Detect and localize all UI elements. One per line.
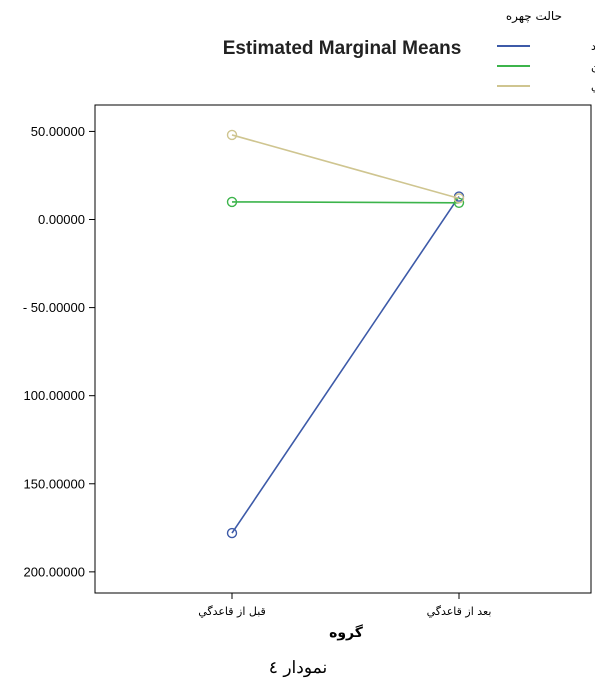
data-point (226, 129, 238, 141)
data-point (226, 196, 238, 208)
y-tick-label: 0.00000 (38, 212, 85, 227)
legend-label: خشمگين (591, 60, 595, 73)
series-line (231, 201, 460, 204)
legend-label: شيلي (591, 80, 595, 93)
x-tick-label: قبل از قاعدگي (198, 605, 266, 618)
y-tick-label: 150.00000 (24, 476, 85, 491)
x-axis-title: گروه (329, 624, 364, 641)
x-tick-label: بعد از قاعدگي (427, 605, 492, 618)
y-axis: 50.00000 0.00000 - 50.00000 100.00000 150.00… (23, 124, 95, 579)
figure-caption: نمودار ٤ (269, 658, 327, 678)
x-axis: قبل از قاعدگي بعد از قاعدگي (198, 593, 491, 618)
y-tick-label: 100.00000 (24, 388, 85, 403)
legend-items: شاد خشمگين شيلي (497, 40, 595, 93)
series-line (231, 196, 460, 534)
plot-frame (94, 104, 592, 594)
chart-title: Estimated Marginal Means (223, 38, 462, 59)
series-line (231, 134, 460, 200)
legend-title: حالت چهره (506, 9, 562, 24)
data-point (226, 527, 238, 539)
legend-label: شاد (591, 40, 595, 53)
y-tick-label: 50.00000 (31, 124, 85, 139)
series-layer (226, 129, 465, 539)
y-tick-label: 200.00000 (24, 564, 85, 579)
data-point (453, 193, 465, 204)
y-tick-label: - 50.00000 (23, 300, 85, 315)
legend: حالت چهره شاد خشمگين شيلي (497, 9, 595, 93)
